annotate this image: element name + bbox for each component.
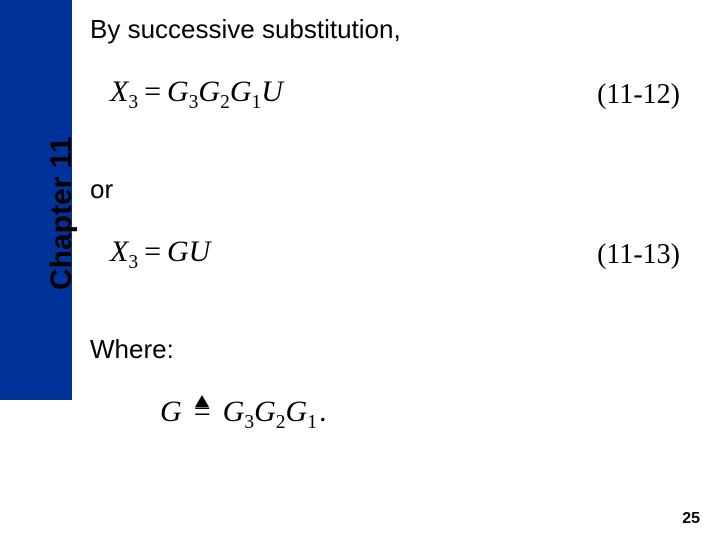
eq1-t1-var: G [167,75,189,108]
equals-sign: = [144,235,161,268]
eq1-t2-sub: 2 [220,92,230,113]
eq1-t3-var: G [230,75,252,108]
equation-2-number: (11-13) [597,239,680,271]
equation-2: X3 =GU [110,235,210,274]
defined-as-symbol: = [189,395,215,429]
equation-row-1: X3=G3G2G1U (11-12) [90,75,710,114]
eq3-period: . [319,395,327,428]
eq1-t2-var: G [198,75,220,108]
equation-row-2: X3 =GU (11-13) [90,235,710,274]
eq3-t2-var: G [254,395,276,428]
eq1-t3-sub: 1 [252,92,262,113]
slide-content: By successive substitution, X3=G3G2G1U (… [90,0,710,434]
triangle-icon [195,395,209,407]
eq2-t1-var: G [167,235,189,268]
heading-text: By successive substitution, [90,14,710,45]
eq3-lhs-var: G [160,395,182,428]
equation-1-number: (11-12) [597,79,680,111]
eq1-t1-sub: 3 [189,92,199,113]
eq1-lhs-var: X [110,75,128,108]
where-text: Where: [90,334,710,365]
eq3-t1-var: G [223,395,245,428]
eq3-t1-sub: 3 [244,412,254,433]
eq3-t2-sub: 2 [276,412,286,433]
chapter-label: Chapter 11 [45,137,79,290]
eq2-lhs-sub: 3 [128,252,138,273]
equals-sign: = [144,75,161,108]
or-text: or [90,174,710,205]
eq3-t3-var: G [286,395,308,428]
equation-3: G = G3G2G1. [160,395,710,434]
equation-1: X3=G3G2G1U [110,75,283,114]
eq2-lhs-var: X [110,235,128,268]
page-number: 25 [682,510,700,528]
eq1-lhs-sub: 3 [128,92,138,113]
eq1-t4-var: U [261,75,283,108]
eq2-t2-var: U [189,235,211,268]
eq3-t3-sub: 1 [307,412,317,433]
